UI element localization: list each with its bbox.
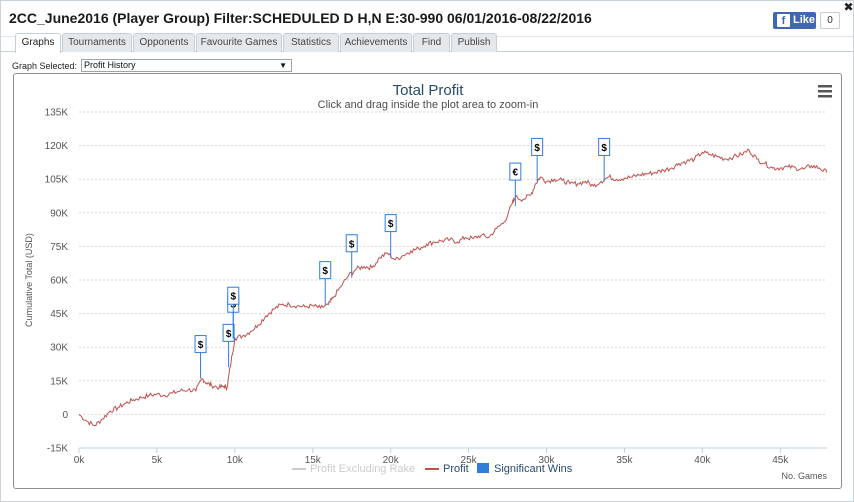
tab-bar: Graphs Tournaments Opponents Favourite G… [1,31,853,53]
y-tick-label: 45K [50,309,68,320]
tab-publish[interactable]: Publish [451,33,497,52]
tab-graphs[interactable]: Graphs [15,33,61,53]
graph-select-value: Profit History [84,60,136,70]
y-tick-label: 90K [50,208,68,219]
significant-win-flag [598,137,611,156]
significant-win-label: $ [349,239,355,250]
title-bar: 2CC_June2016 (Player Group) Filter:SCHED… [1,0,854,37]
significant-win-flag [319,261,332,280]
menu-icon-bar [818,90,832,93]
significant-win-flag [509,162,522,181]
tab-favourite-games[interactable]: Favourite Games [196,33,282,52]
legend-significant-wins-label: Significant Wins [494,463,573,475]
y-tick-label: 105K [45,175,69,186]
facebook-icon: f [777,14,790,27]
x-tick-label: 20k [383,455,400,466]
facebook-like-button[interactable]: f Like [773,12,816,29]
y-tick-label: 75K [50,242,68,253]
tab-achievements[interactable]: Achievements [340,33,412,52]
y-tick-label: -15K [47,444,68,455]
tab-tournaments[interactable]: Tournaments [62,33,132,52]
significant-win-label: € [513,168,519,179]
chart-subtitle: Click and drag inside the plot area to z… [318,99,539,111]
graph-select-dropdown[interactable]: Profit History ▼ [81,59,292,72]
significant-win-label: $ [601,143,607,154]
facebook-like-count: 0 [820,12,840,29]
x-tick-label: 35k [616,455,633,466]
y-axis-label: Cumulative Total (USD) [24,233,34,327]
close-icon[interactable]: ✖ [843,0,854,14]
hamburger-menu-icon[interactable] [818,85,832,98]
legend-profit-label: Profit [443,463,469,475]
chart-title: Total Profit [393,82,465,99]
tab-find[interactable]: Find [413,33,450,52]
legend-profit-excl-rake-label: Profit Excluding Rake [310,463,415,475]
x-tick-label: 45k [772,455,789,466]
dropdown-arrow-icon: ▼ [279,61,287,70]
x-tick-label: 0k [74,455,86,466]
facebook-like-label: Like [793,14,816,26]
significant-win-label: $ [226,329,232,340]
x-axis-label: No. Games [781,471,827,481]
x-tick-label: 30k [538,455,555,466]
legend-significant-wins-swatch [477,463,489,473]
menu-icon-bar [818,85,832,88]
window-title: 2CC_June2016 (Player Group) Filter:SCHED… [9,10,592,26]
tab-statistics[interactable]: Statistics [283,33,339,52]
significant-win-flag [194,335,207,354]
significant-win-label: $ [534,143,540,154]
graph-selected-label: Graph Selected: [12,61,78,71]
significant-win-label: $ [230,292,236,303]
significant-win-label: $ [322,266,328,277]
y-tick-label: 15K [50,376,68,387]
y-tick-label: 0 [62,410,68,421]
significant-win-flag [345,234,358,253]
x-tick-label: 25k [461,455,478,466]
y-tick-label: 60K [50,276,68,287]
x-tick-label: 5k [152,455,164,466]
tab-opponents[interactable]: Opponents [133,33,195,52]
chart-panel[interactable]: Total Profit Click and drag inside the pl… [13,73,842,489]
significant-win-flag [222,323,235,342]
x-tick-label: 10k [227,455,244,466]
y-tick-label: 30K [50,343,68,354]
significant-win-flag [384,214,397,233]
significant-win-label: $ [388,219,394,230]
y-tick-label: 120K [45,141,69,152]
y-tick-label: 135K [45,108,69,119]
profit-series-line [78,148,828,427]
significant-win-label: $ [198,340,204,351]
menu-icon-bar [818,95,832,98]
significant-win-flag [531,137,544,156]
significant-win-flag [227,286,240,305]
x-tick-label: 15k [305,455,322,466]
x-tick-label: 40k [694,455,711,466]
